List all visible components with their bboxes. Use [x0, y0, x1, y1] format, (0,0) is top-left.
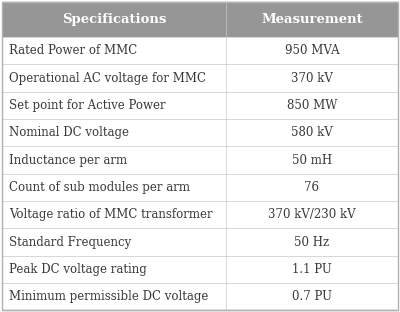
Text: 50 mH: 50 mH: [292, 154, 332, 167]
Bar: [2, 92, 398, 119]
Text: Voltage ratio of MMC transformer: Voltage ratio of MMC transformer: [9, 208, 213, 221]
Text: Minimum permissible DC voltage: Minimum permissible DC voltage: [9, 290, 208, 303]
Text: 850 MW: 850 MW: [287, 99, 337, 112]
Bar: [2, 283, 398, 310]
Bar: [2, 119, 398, 146]
Text: 50 Hz: 50 Hz: [294, 236, 330, 249]
Bar: [2, 2, 398, 37]
Text: Operational AC voltage for MMC: Operational AC voltage for MMC: [9, 71, 206, 85]
Bar: [2, 37, 398, 65]
Bar: [2, 174, 398, 201]
Text: Standard Frequency: Standard Frequency: [9, 236, 132, 249]
Text: Specifications: Specifications: [62, 13, 166, 26]
Text: Rated Power of MMC: Rated Power of MMC: [9, 44, 138, 57]
Text: Nominal DC voltage: Nominal DC voltage: [9, 126, 129, 139]
Text: 580 kV: 580 kV: [291, 126, 333, 139]
Text: Set point for Active Power: Set point for Active Power: [9, 99, 166, 112]
Text: 1.1 PU: 1.1 PU: [292, 263, 332, 276]
Bar: [2, 146, 398, 174]
Bar: [2, 228, 398, 256]
Text: Count of sub modules per arm: Count of sub modules per arm: [9, 181, 190, 194]
Text: 370 kV/230 kV: 370 kV/230 kV: [268, 208, 356, 221]
Text: 370 kV: 370 kV: [291, 71, 333, 85]
Bar: [2, 65, 398, 92]
Text: Peak DC voltage rating: Peak DC voltage rating: [9, 263, 147, 276]
Text: 76: 76: [304, 181, 319, 194]
Bar: [2, 201, 398, 228]
Text: Measurement: Measurement: [261, 13, 363, 26]
Text: Inductance per arm: Inductance per arm: [9, 154, 127, 167]
Text: 0.7 PU: 0.7 PU: [292, 290, 332, 303]
Bar: [2, 256, 398, 283]
Text: 950 MVA: 950 MVA: [284, 44, 339, 57]
